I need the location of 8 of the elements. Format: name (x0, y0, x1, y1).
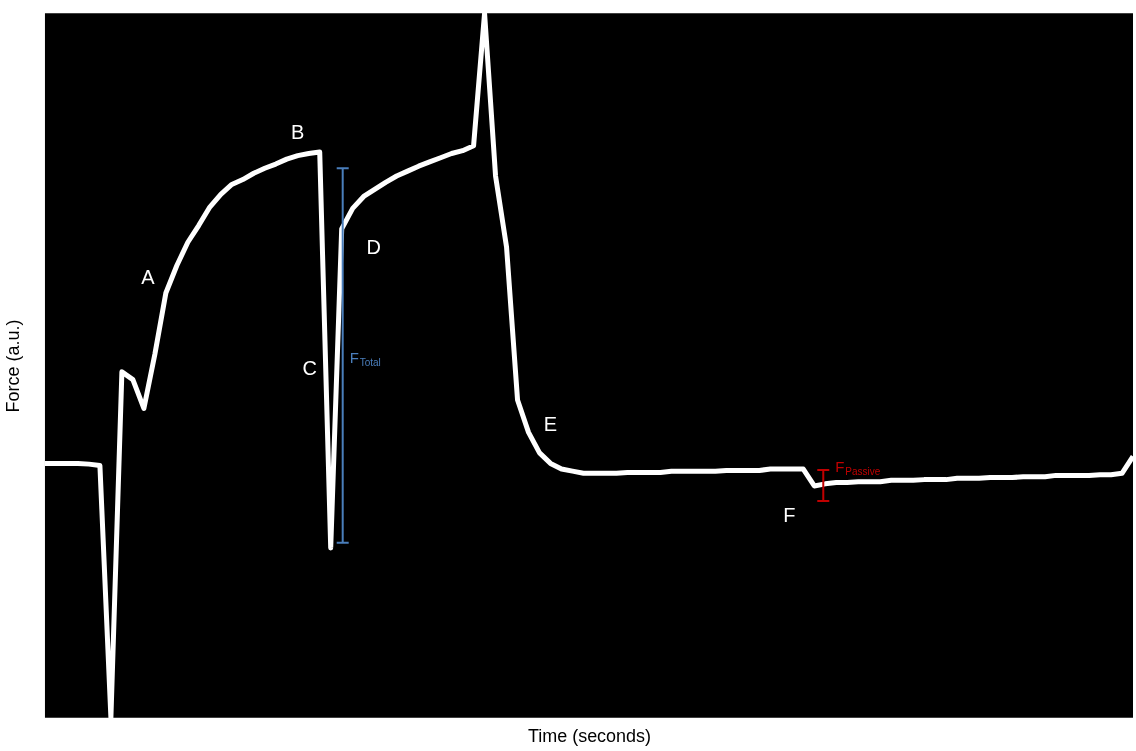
annotation: F (783, 503, 796, 526)
annotation: A (141, 266, 156, 289)
annotation: D (366, 236, 381, 259)
annotation: E (543, 412, 558, 435)
annotation: C (302, 357, 317, 379)
y-axis-title: Force (a.u.) (3, 319, 24, 413)
annotation: B (291, 121, 305, 144)
x-axis-title: Time (seconds) (527, 726, 652, 747)
